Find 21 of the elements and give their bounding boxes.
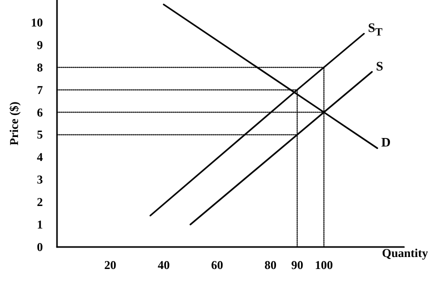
- y-tick-label: 7: [36, 82, 43, 97]
- y-tick-label: 4: [36, 150, 43, 164]
- series-label: D: [381, 134, 391, 150]
- x-tick-label: 20: [104, 258, 116, 272]
- y-tick-label: 8: [36, 60, 43, 74]
- x-tick-label: 90: [291, 258, 304, 272]
- y-tick-label: 1: [36, 218, 43, 232]
- x-tick-label: 40: [158, 258, 170, 272]
- x-tick-label: 80: [264, 258, 276, 272]
- series-label: S: [376, 58, 384, 74]
- y-tick-label: 5: [36, 128, 43, 142]
- y-axis-title: Price ($): [7, 102, 21, 146]
- x-tick-label: 100: [314, 258, 333, 272]
- y-tick-label: 3: [36, 172, 43, 187]
- x-axis-title: Quantity: [382, 246, 428, 260]
- x-tick-label: 60: [211, 258, 224, 272]
- y-tick-label: 2: [36, 195, 43, 210]
- y-tick-label: 0: [36, 240, 43, 254]
- y-tick-label: 6: [36, 105, 43, 120]
- y-tick-label: 9: [36, 38, 43, 52]
- y-tick-label: 10: [30, 15, 43, 30]
